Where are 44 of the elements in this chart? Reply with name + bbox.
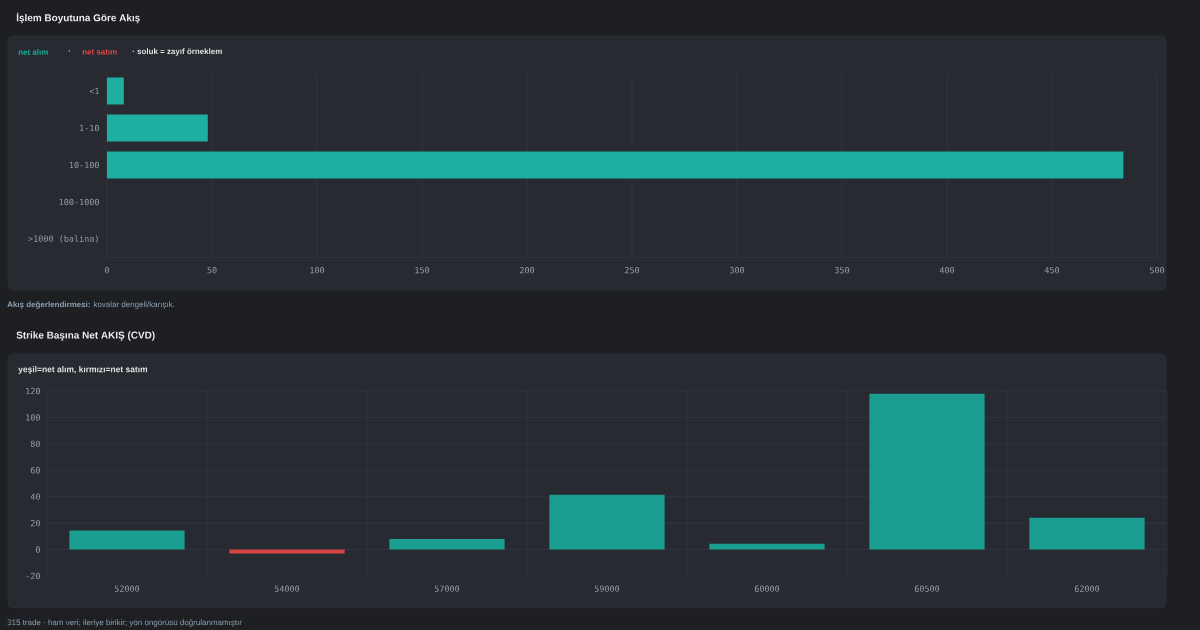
x-tick-label: 300 [729,267,745,274]
x-tick-label: 150 [415,267,430,274]
bar [107,151,1124,179]
x-tick-label: 57000 [434,585,460,592]
bar [709,543,825,550]
x-tick-label: 54000 [274,585,300,592]
y-tick-label: 120 [26,387,40,395]
bar [107,77,124,105]
bar [549,494,665,550]
x-tick-label: 350 [834,267,850,274]
bar [107,114,208,142]
bar [869,393,985,550]
y-tick-label: <1 [89,87,99,95]
x-tick-label: 100 [310,267,325,274]
x-tick-label: 400 [939,267,955,274]
bar [1029,517,1145,550]
y-tick-label: 60 [30,467,40,474]
bar [229,549,345,554]
y-tick-label: 1-10 [80,124,99,132]
bar [69,530,185,550]
chart-subtitle: yeşil=net alım, kırmızı=net satım [18,366,148,374]
chart-title: İşlem Boyutuna Göre Akış [16,12,140,24]
x-tick-label: 200 [519,267,535,274]
x-tick-label: 500 [1149,267,1165,274]
x-tick-label: 60500 [914,585,940,592]
y-tick-label: -20 [26,572,40,580]
y-tick-label: 80 [30,440,40,448]
x-tick-label: 60000 [754,585,780,592]
x-tick-label: 52000 [114,585,140,592]
y-tick-label: 0 [35,546,40,553]
x-tick-label: 59000 [594,585,620,592]
x-tick-label: 0 [105,267,109,274]
y-tick-label: 10-100 [69,161,99,169]
y-tick-label: 40 [30,493,40,500]
y-tick-label: >1000 (balina) [28,235,98,243]
x-tick-label: 50 [207,267,217,274]
x-tick-label: 62000 [1074,585,1100,592]
x-tick-label: 250 [624,267,640,274]
x-tick-label: 450 [1044,267,1060,274]
y-tick-label: 20 [30,519,40,527]
y-tick-label: 100 [26,414,40,421]
bar [389,539,505,550]
chart-title: Strike Başına Net AKIŞ (CVD) [16,331,155,341]
y-tick-label: 100-1000 [59,198,99,206]
